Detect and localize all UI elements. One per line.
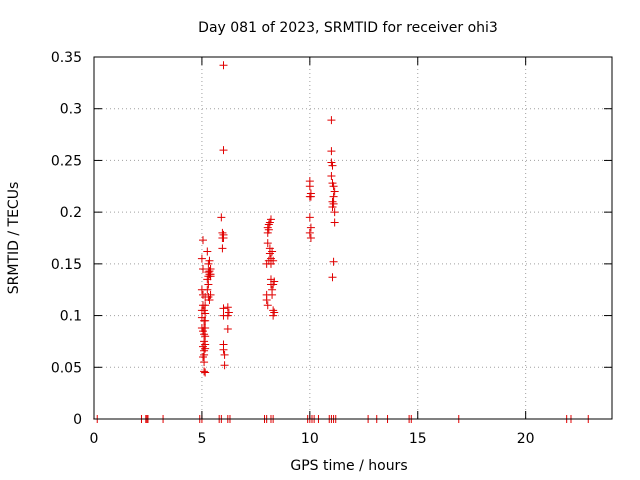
data-point (217, 213, 226, 222)
x-tick-label: 20 (517, 431, 535, 447)
data-point (305, 228, 314, 237)
data-point (201, 344, 210, 353)
data-point (327, 116, 336, 125)
data-point (327, 147, 336, 156)
data-point (329, 199, 338, 208)
data-point (198, 352, 207, 361)
data-point (270, 308, 279, 317)
data-point (200, 358, 209, 367)
y-tick-label: 0.25 (51, 153, 82, 169)
y-tick-label: 0.15 (51, 257, 82, 273)
data-point (262, 296, 271, 305)
data-point (201, 332, 210, 341)
data-point (218, 244, 227, 253)
data-point (206, 272, 215, 281)
x-tick-label: 0 (90, 431, 99, 447)
y-tick-label: 0.05 (51, 360, 82, 376)
data-point (219, 146, 228, 155)
data-point (203, 247, 212, 256)
data-point (219, 304, 228, 313)
data-point (306, 234, 315, 242)
axis-tick-labels: 0 0.05 0.1 0.15 0.2 0.25 0.3 0.35 0 5 10 15 20 (51, 50, 535, 447)
data-point (224, 308, 233, 317)
data-point (269, 256, 278, 265)
data-point (264, 225, 273, 234)
data-point (201, 323, 210, 332)
chart-title: Day 081 of 2023, SRMTID for receiver ohi… (198, 20, 498, 36)
data-point (329, 182, 338, 191)
data-point (197, 254, 206, 263)
x-axis-label: GPS time / hours (290, 458, 407, 474)
data-point (268, 290, 277, 299)
y-tick-label: 0 (73, 412, 82, 428)
data-point (263, 239, 272, 248)
data-point (306, 192, 315, 201)
data-point (206, 290, 215, 299)
data-point (330, 208, 339, 217)
data-point (204, 280, 213, 289)
data-point (219, 234, 228, 242)
data-point (220, 361, 229, 370)
y-tick-label: 0.35 (51, 50, 82, 66)
data-point (201, 316, 210, 325)
data-point (329, 192, 338, 201)
data-point (219, 345, 228, 354)
data-point (200, 367, 209, 376)
data-point (205, 296, 214, 305)
data-point (330, 187, 339, 196)
data-point (329, 257, 338, 266)
x-tick-label: 15 (409, 431, 427, 447)
data-point (305, 182, 314, 191)
data-point (306, 223, 315, 232)
data-point (198, 265, 207, 274)
data-point (223, 303, 232, 312)
data-point (268, 247, 277, 256)
data-point (198, 290, 207, 299)
data-point (200, 350, 209, 359)
data-point (270, 277, 279, 286)
data-point (198, 236, 207, 245)
plot-border (93, 56, 613, 420)
data-point (201, 301, 210, 310)
y-axis-label: SRMTID / TECUs (6, 182, 22, 295)
x-tick-label: 5 (197, 431, 206, 447)
data-point (201, 309, 210, 318)
y-tick-label: 0.1 (60, 309, 82, 325)
data-point (328, 161, 337, 170)
data-point (205, 256, 214, 265)
data-point (327, 171, 336, 180)
data-point (330, 218, 339, 227)
data-points (93, 61, 593, 423)
data-point (223, 325, 232, 334)
grid-lines (94, 57, 612, 419)
data-point (328, 273, 337, 282)
axis-ticks (93, 56, 612, 420)
data-point (220, 350, 229, 359)
data-point (201, 368, 210, 377)
y-tick-label: 0.2 (60, 205, 82, 221)
x-tick-label: 10 (301, 431, 319, 447)
data-point (305, 213, 314, 222)
data-point (265, 249, 274, 258)
data-point (203, 285, 212, 294)
y-tick-label: 0.3 (60, 102, 82, 118)
data-point (198, 342, 207, 351)
data-point (200, 330, 209, 339)
data-point (219, 61, 228, 70)
data-point (263, 301, 272, 310)
data-point (266, 215, 275, 224)
